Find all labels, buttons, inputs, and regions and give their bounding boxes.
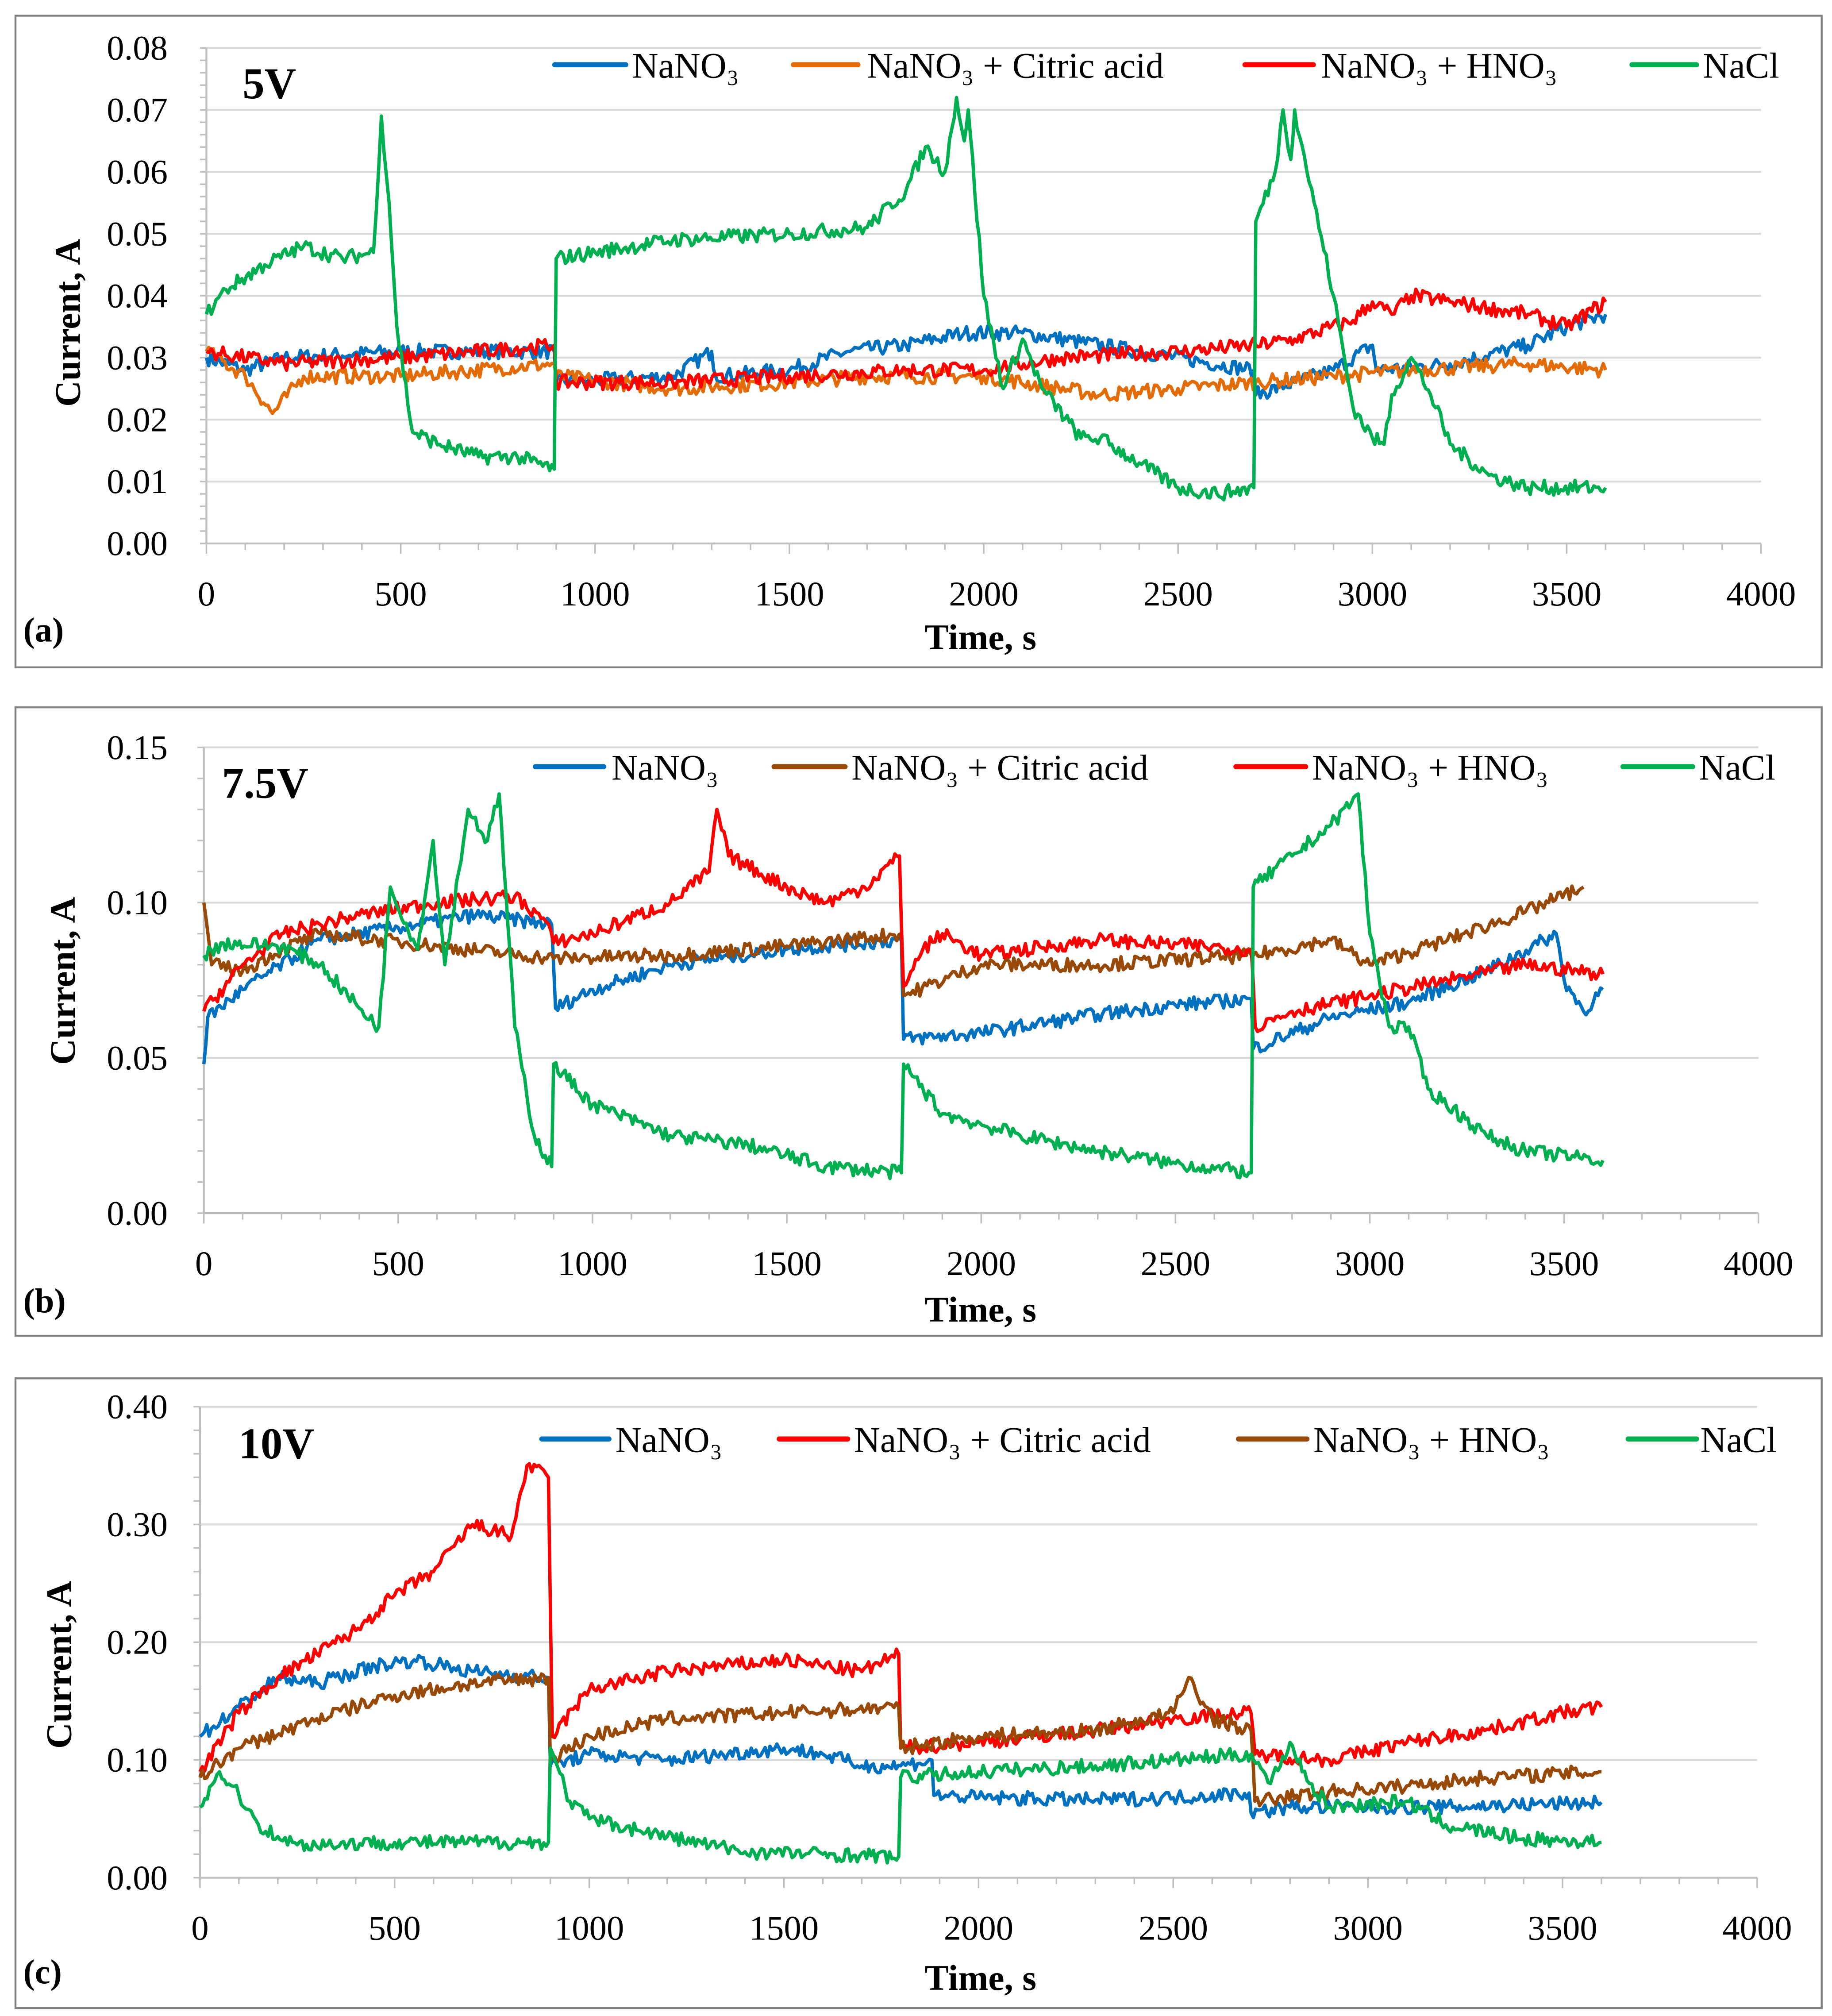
y-tick-label: 0.03 [107,339,168,377]
x-tick-label: 2000 [949,575,1018,613]
legend-label: NaNO₃ [616,1419,723,1460]
y-tick-label: 0.05 [107,1039,168,1077]
panel-frame [14,706,1823,1337]
y-tick-label: 0.30 [107,1506,168,1544]
series-line-1 [198,1462,1603,1773]
series-line-0 [199,1654,1603,1819]
chart-panel-c: 0.00 0.10 0.20 0.30 0.40 0 500 1000 1500 2000 2500… [14,1377,1823,2009]
x-tick-label: 3500 [1532,575,1601,613]
legend-label: NaCl [1703,45,1779,85]
y-tick-label: 0.04 [107,277,168,315]
y-tick-label: 0.02 [107,401,168,439]
x-tick-label: 0 [191,1909,208,1947]
x-axis-title: Time, s [925,617,1036,657]
x-tick-label: 500 [372,1245,424,1283]
x-axis-title: Time, s [925,1289,1036,1330]
y-tick-label: 0.40 [107,1388,168,1426]
chart-panel-b: 0.00 0.05 0.10 0.15 0 500 1000 1500 2000 2500 3000… [14,706,1823,1337]
y-tick-label: 0.08 [107,29,168,68]
y-tick-label: 0.20 [107,1623,168,1662]
legend-label: NaNO₃ [632,45,739,85]
series-line-0 [204,312,1607,400]
panel-label: (c) [23,1953,62,1992]
y-tick-label: 0.06 [107,153,168,192]
y-axis-title: Current, A [42,897,83,1065]
x-tick-label: 3000 [1333,1909,1402,1947]
x-tick-label: 500 [375,575,427,613]
voltage-label: 5V [242,60,296,108]
legend-label: NaNO₃ [612,747,719,787]
x-tick-label: 2500 [1141,1245,1210,1283]
y-tick-label: 0.07 [107,91,168,130]
x-tick-label: 1000 [558,1245,627,1283]
y-tick-label: 0.00 [107,1859,168,1897]
chart-panel-a: 0.00 0.01 0.02 0.03 0.04 0.05 0.06 0.07 0.08 0 500… [14,15,1823,668]
series-line-1 [205,346,1607,415]
panel-frame [14,1377,1823,2009]
series-line-2 [198,1672,1602,1808]
x-tick-label: 1000 [560,575,630,613]
y-tick-label: 0.10 [107,1741,168,1780]
x-tick-label: 0 [198,575,215,613]
y-tick-label: 0.00 [107,1194,168,1233]
y-tick-label: 0.05 [107,215,168,253]
y-tick-label: 0.00 [107,524,168,563]
legend-label: NaNO₃ + Citric acid [854,1419,1151,1460]
x-tick-label: 4000 [1722,1909,1792,1947]
legend-label: NaCl [1701,1419,1777,1460]
legend-label: NaNO₃ + HNO₃ [1313,1419,1550,1460]
y-tick-label: 0.10 [107,884,168,922]
x-tick-label: 3500 [1529,1245,1599,1283]
legend-label: NaCl [1699,747,1775,787]
y-tick-label: 0.15 [107,729,168,767]
x-tick-label: 4000 [1726,575,1796,613]
x-tick-label: 3500 [1528,1909,1597,1947]
legend-label: NaNO₃ + Citric acid [867,45,1164,85]
y-axis-title: Current, A [38,1581,79,1749]
x-tick-label: 2000 [944,1909,1013,1947]
y-tick-label: 0.01 [107,463,168,501]
voltage-label: 10V [239,1420,314,1468]
x-tick-label: 2000 [947,1245,1016,1283]
x-axis-title: Time, s [925,1958,1036,1998]
x-tick-label: 1000 [554,1909,624,1947]
series-line-2 [202,808,1605,1033]
series-line-3 [202,792,1605,1180]
series-line-2 [205,287,1607,392]
x-tick-label: 3000 [1338,575,1407,613]
x-tick-label: 1500 [749,1909,819,1947]
x-tick-label: 2500 [1139,1909,1208,1947]
x-tick-label: 500 [369,1909,421,1947]
legend-label: NaNO₃ + HNO₃ [1312,747,1548,787]
x-tick-label: 4000 [1724,1245,1793,1283]
voltage-label: 7.5V [222,759,308,807]
series-line-3 [204,96,1607,502]
x-tick-label: 0 [195,1245,212,1283]
x-tick-label: 3000 [1335,1245,1405,1283]
x-tick-label: 1500 [752,1245,821,1283]
panel-label: (a) [23,611,64,650]
series-line-1 [202,884,1585,998]
legend-label: NaNO₃ + HNO₃ [1321,45,1557,85]
panel-label: (b) [23,1282,65,1321]
x-tick-label: 2500 [1143,575,1213,613]
series-line-3 [199,1740,1602,1865]
y-axis-title: Current, A [48,239,88,407]
legend-label: NaNO₃ + Citric acid [851,747,1148,787]
x-tick-label: 1500 [754,575,824,613]
